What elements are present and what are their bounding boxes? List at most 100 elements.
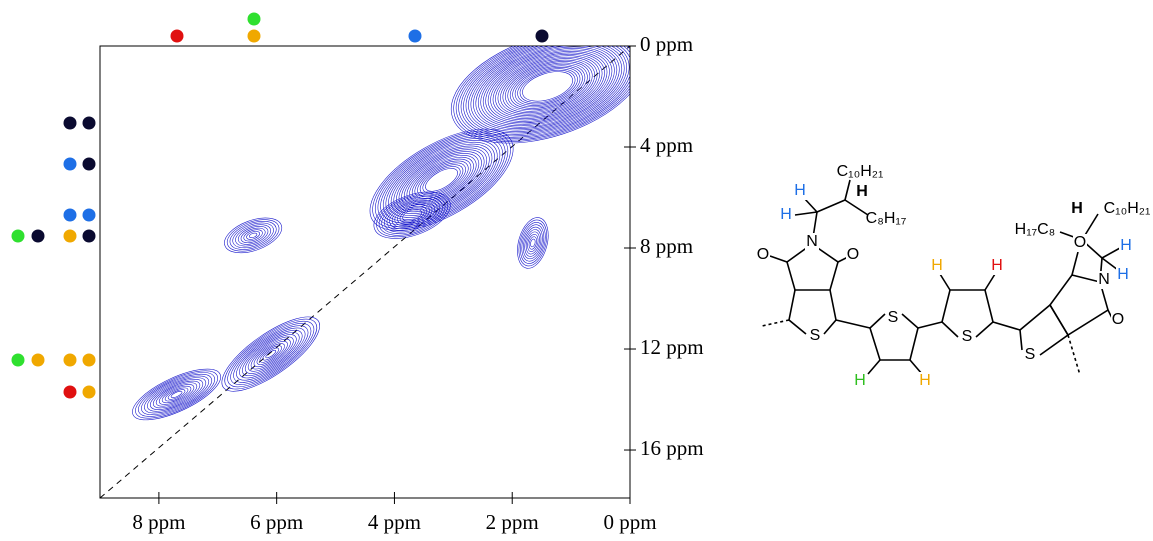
contour-ring <box>450 46 630 144</box>
label-bg <box>1111 311 1125 329</box>
contour-ring <box>246 231 260 240</box>
label-bg <box>853 372 867 390</box>
contour-ring <box>233 325 309 383</box>
atom-label: H <box>919 372 931 389</box>
x-tick-label: 4 ppm <box>368 510 421 534</box>
contour-ring <box>235 224 272 247</box>
contour-ring <box>373 191 451 239</box>
atom-label: C₈H₁₇ <box>866 210 907 227</box>
contour-ring <box>262 347 280 361</box>
contour-ring <box>393 145 490 215</box>
contour-ring <box>135 370 218 419</box>
x-tick-label: 2 ppm <box>486 510 539 534</box>
atom-label: H <box>991 257 1003 274</box>
contour-ring <box>485 49 610 124</box>
contour-ring <box>477 46 618 128</box>
contour-ring <box>248 232 258 239</box>
label-bg <box>855 183 869 201</box>
contour-ring <box>247 336 294 372</box>
contour-ring <box>369 128 514 231</box>
contour-ring <box>385 140 498 220</box>
contour-ring <box>406 155 477 205</box>
contour-ring <box>224 318 318 390</box>
contour-ring <box>512 65 583 108</box>
y-tick-label: 8 ppm <box>640 234 693 258</box>
contour-ring <box>132 368 221 421</box>
label-bg <box>1120 200 1134 218</box>
label-bg <box>1119 237 1133 255</box>
x-tick-label: 0 ppm <box>603 510 656 534</box>
contour-ring <box>372 130 511 229</box>
label-bg <box>779 206 793 224</box>
contours <box>132 46 630 421</box>
contour-ring <box>398 149 485 211</box>
left-dots <box>11 116 96 399</box>
contour-ring <box>517 217 549 269</box>
contour-ring <box>221 316 320 392</box>
atom-label: H <box>1120 237 1132 254</box>
label-bg <box>990 257 1004 275</box>
contour-ring <box>480 46 615 127</box>
contour-ring <box>509 64 586 109</box>
label-bg <box>1023 346 1037 364</box>
contour-ring <box>468 46 627 134</box>
contour-ring <box>460 46 630 138</box>
contour-ring <box>256 343 285 365</box>
label-bg <box>918 372 932 390</box>
contour-ring <box>164 387 189 402</box>
contour-ring <box>397 205 428 225</box>
atom-label: N <box>1098 271 1110 288</box>
contour-ring <box>482 48 613 125</box>
atom-label: S <box>1025 346 1036 363</box>
contour-ring <box>500 58 596 115</box>
contour-ring <box>378 194 446 236</box>
contour-ring <box>524 229 542 257</box>
contour-ring <box>492 53 603 119</box>
y-tick-label: 4 ppm <box>640 133 693 157</box>
contour-ring <box>384 197 441 233</box>
contour-ring <box>374 132 509 228</box>
contour-ring <box>422 166 461 194</box>
contour-ring <box>519 69 576 103</box>
contour-ring <box>167 389 186 400</box>
contour-ring <box>386 199 438 231</box>
x-tick-label: 6 ppm <box>250 510 303 534</box>
contour-ring <box>419 164 464 196</box>
atom-label: H₁₇C₈ <box>1015 221 1056 238</box>
atom-label: H <box>931 257 943 274</box>
contour-ring <box>401 151 482 209</box>
atom-label: S <box>810 327 821 344</box>
contour-ring <box>507 62 588 111</box>
contour-ring <box>518 219 548 267</box>
atom-label: H <box>794 182 806 199</box>
contour-ring <box>465 46 630 135</box>
contour-ring <box>530 238 536 248</box>
atom-label: H <box>1117 266 1129 283</box>
label-bg <box>886 309 900 327</box>
contour-ring <box>229 221 277 250</box>
contour-ring <box>170 390 183 398</box>
y-tick-label: 12 ppm <box>640 335 704 359</box>
contour-ring <box>411 158 472 201</box>
atom-label: O <box>1074 234 1086 251</box>
contour-ring <box>487 51 608 122</box>
contour-ring <box>388 141 495 218</box>
contour-ring <box>504 61 591 112</box>
atom-label: H <box>780 206 792 223</box>
contour-ring <box>239 329 303 379</box>
label-bg <box>808 327 822 345</box>
y-tick-label: 0 ppm <box>640 32 693 56</box>
label-bg <box>846 246 860 264</box>
contour-ring <box>161 385 192 404</box>
label-bg <box>853 163 867 181</box>
contour-ring <box>394 204 430 227</box>
atom-label: O <box>847 246 859 263</box>
contour-ring <box>458 46 630 140</box>
contour-ring <box>425 168 458 192</box>
contour-ring <box>396 147 488 213</box>
contour-ring <box>158 384 195 405</box>
atom-label: N <box>806 233 818 250</box>
contour-ring <box>144 375 210 414</box>
contour-ring <box>463 46 630 137</box>
contour-ring <box>155 382 198 407</box>
